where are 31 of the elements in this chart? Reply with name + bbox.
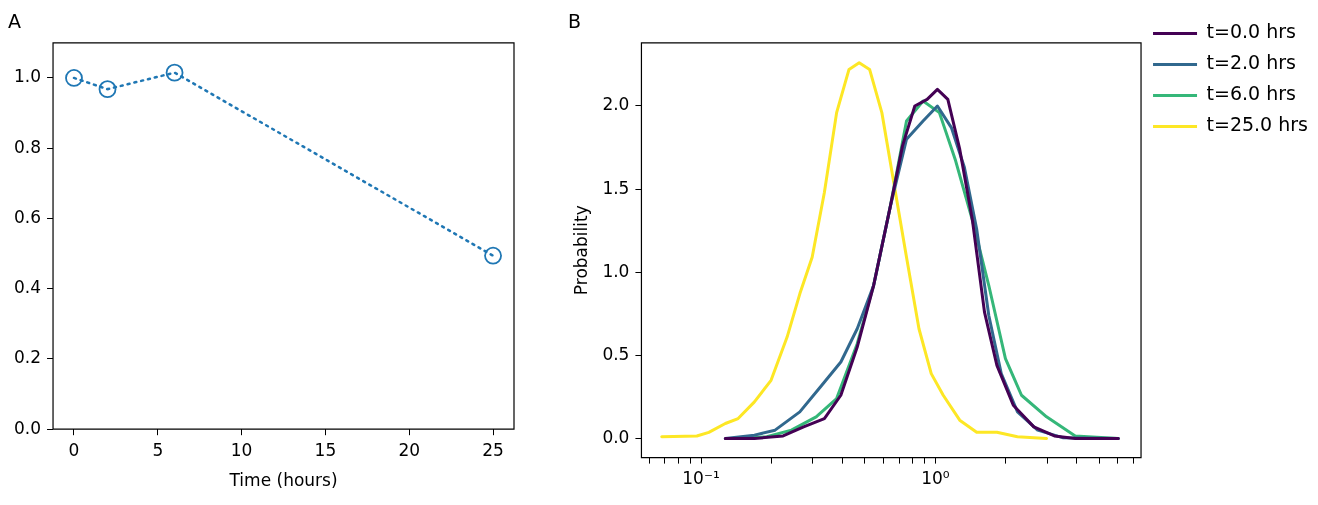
chart-title: A	[8, 10, 21, 33]
y-axis-title: Probability	[570, 205, 591, 296]
y-tick-label: 0.0	[602, 426, 630, 447]
point	[98, 80, 117, 99]
chart-title: B	[568, 10, 582, 33]
y-tick-label: 0.2	[13, 347, 42, 368]
legend-label: t=6.0 hrs	[1206, 82, 1296, 105]
legend-label: t=0.0 hrs	[1206, 20, 1296, 43]
y-tick-label: 0.6	[13, 206, 42, 227]
x-tick-label: 20	[398, 439, 421, 460]
y-tick-label: 1.5	[602, 177, 630, 198]
y-tick-label: 1.0	[602, 260, 630, 281]
y-tick-label: 2.0	[602, 94, 630, 115]
legend-label: t=2.0 hrs	[1206, 51, 1296, 74]
y-tick-label: 0.0	[13, 417, 42, 438]
y-tick-label: 0.8	[13, 136, 42, 157]
x-tick-label: 0	[68, 439, 80, 460]
y-tick-label: 0.5	[602, 343, 630, 364]
x-tick-label: 10⁰	[921, 468, 950, 489]
point	[484, 246, 502, 265]
point	[165, 63, 184, 82]
x-tick-label: 5	[152, 439, 164, 460]
legend-label: t=25.0 hrs	[1206, 113, 1308, 136]
x-tick-label: 10⁻¹	[682, 468, 720, 489]
point	[65, 69, 83, 87]
y-tick-label: 0.4	[13, 277, 42, 298]
x-tick-label: 15	[314, 439, 337, 460]
y-tick-label: 1.0	[13, 66, 42, 87]
x-axis-title: Time (hours)	[228, 470, 338, 491]
x-tick-label: 25	[482, 439, 504, 460]
x-tick-label: 10	[230, 439, 253, 460]
